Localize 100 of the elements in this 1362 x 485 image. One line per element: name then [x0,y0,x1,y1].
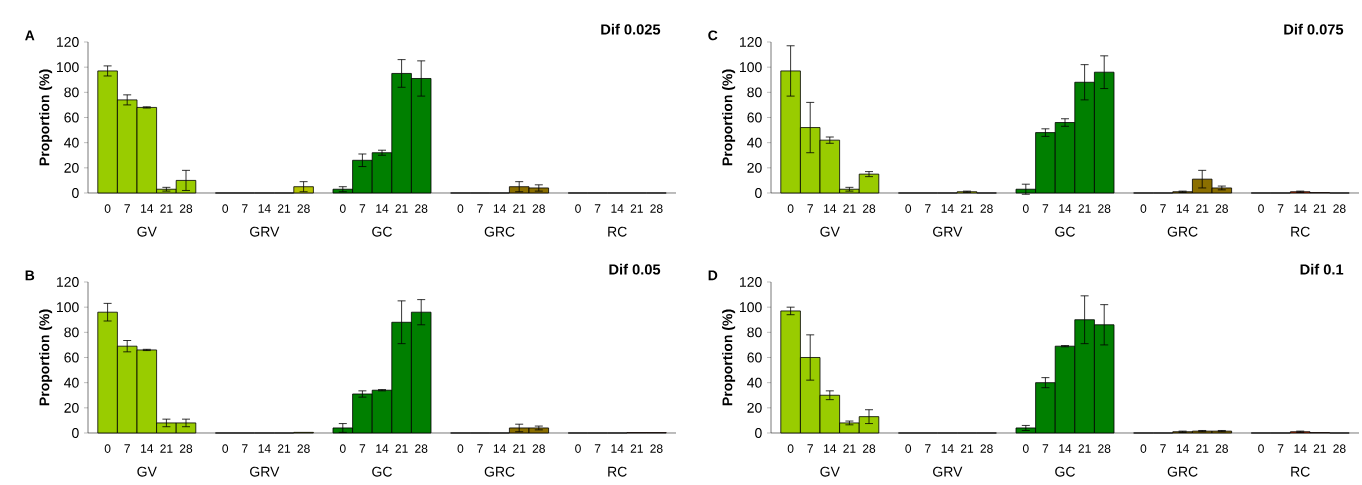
text: GRV [250,226,280,237]
text: D [708,270,718,281]
x-tick-label: 21 [843,204,856,213]
y-tick-label: 20 [64,402,79,413]
x-tick-label: 21 [843,444,856,453]
y-tick-label: 0 [755,428,762,438]
x-tick-label: 7 [124,204,130,213]
text: RC [1291,226,1310,237]
x-tick-label: 21 [960,444,974,453]
chart-title: Dif 0.075 [1284,23,1344,35]
x-tick-label: 14 [258,204,271,213]
x-tick-label: 21 [513,444,526,453]
y-tick-label: 120 [740,277,762,287]
x-tick-label: 28 [532,444,545,453]
text: GRV [933,466,963,477]
x-tick-label: 7 [1160,444,1166,453]
x-tick-label: 7 [1277,444,1284,453]
x-tick-label: 28 [1333,444,1346,453]
y-tick-label: 80 [747,87,762,98]
y-tick-label: 20 [747,402,762,413]
x-tick-label: 28 [179,204,193,213]
chart-title: Dif 0.05 [609,263,661,275]
y-tick-label: 20 [64,162,79,173]
text: GV [820,466,840,477]
x-tick-label: 21 [395,204,408,213]
x-tick-label: 0 [1140,444,1147,453]
x-tick-label: 0 [222,204,229,213]
y-tick-label: 60 [64,112,79,123]
x-tick-label: 14 [824,444,837,453]
x-tick-label: 14 [941,204,954,213]
text: A [25,30,35,41]
y-tick-label: 40 [747,137,762,148]
text: GC [372,226,392,237]
x-tick-label: 7 [925,204,931,213]
x-tick-label: 14 [1059,204,1072,213]
x-tick-label: 7 [594,204,601,213]
x-tick-label: 7 [1042,204,1049,213]
y-axis-title: Proportion (%) [722,309,736,406]
x-tick-label: 14 [1059,444,1072,453]
x-tick-label: 7 [242,444,248,453]
x-tick-label: 0 [104,444,111,453]
y-tick-label: 120 [57,277,79,287]
x-tick-label: 28 [297,204,310,213]
text: GRC [484,226,515,237]
y-tick-label: 80 [64,87,79,98]
x-tick-label: 28 [179,444,193,453]
y-tick-label: 40 [747,377,762,388]
x-tick-label: 21 [513,204,526,213]
x-tick-label: 14 [1176,204,1189,213]
y-tick-label: 20 [747,162,762,173]
x-tick-label: 7 [124,444,130,453]
x-tick-label: 7 [242,204,248,213]
x-tick-label: 0 [339,204,346,213]
x-tick-label: 0 [104,204,111,213]
x-tick-label: 28 [862,204,876,213]
x-tick-label: 28 [980,204,993,213]
x-tick-label: 14 [941,444,954,453]
text: GC [1055,466,1075,477]
x-tick-label: 14 [611,204,624,213]
x-tick-label: 0 [1140,204,1147,213]
text: GRC [484,466,515,477]
x-tick-label: 0 [905,444,912,453]
x-tick-label: 14 [493,204,506,213]
x-tick-label: 0 [575,444,581,453]
x-tick-label: 14 [376,444,389,453]
y-tick-label: 100 [57,302,79,313]
x-tick-label: 7 [1160,204,1166,213]
text: GC [1055,226,1075,237]
x-tick-label: 14 [1294,444,1307,453]
x-tick-label: 28 [650,444,663,453]
text: GV [820,226,840,237]
x-tick-label: 14 [141,204,154,213]
y-axis-title: Proportion (%) [39,309,53,406]
text: C [708,30,718,41]
x-tick-label: 21 [277,204,291,213]
x-tick-label: 14 [1176,444,1189,453]
x-tick-label: 0 [787,204,794,213]
x-tick-label: 0 [457,444,464,453]
y-tick-label: 60 [64,352,79,363]
x-tick-label: 14 [1294,204,1307,213]
y-tick-label: 0 [72,428,79,438]
y-tick-label: 60 [747,352,762,363]
text: GV [137,466,157,477]
y-tick-label: 100 [740,302,762,313]
x-tick-label: 28 [980,444,993,453]
x-tick-label: 21 [1078,204,1091,213]
x-tick-label: 0 [575,204,581,213]
x-tick-label: 21 [1196,204,1209,213]
x-tick-label: 21 [630,444,643,453]
x-tick-label: 14 [824,204,837,213]
text: GRC [1167,466,1198,477]
y-tick-label: 0 [755,188,762,198]
y-tick-label: 120 [740,37,762,47]
text: RC [608,226,627,237]
text: GV [137,226,157,237]
x-tick-label: 14 [611,444,624,453]
x-tick-label: 28 [650,204,663,213]
x-tick-label: 0 [222,444,229,453]
y-tick-label: 80 [64,327,79,338]
x-tick-label: 21 [277,444,291,453]
